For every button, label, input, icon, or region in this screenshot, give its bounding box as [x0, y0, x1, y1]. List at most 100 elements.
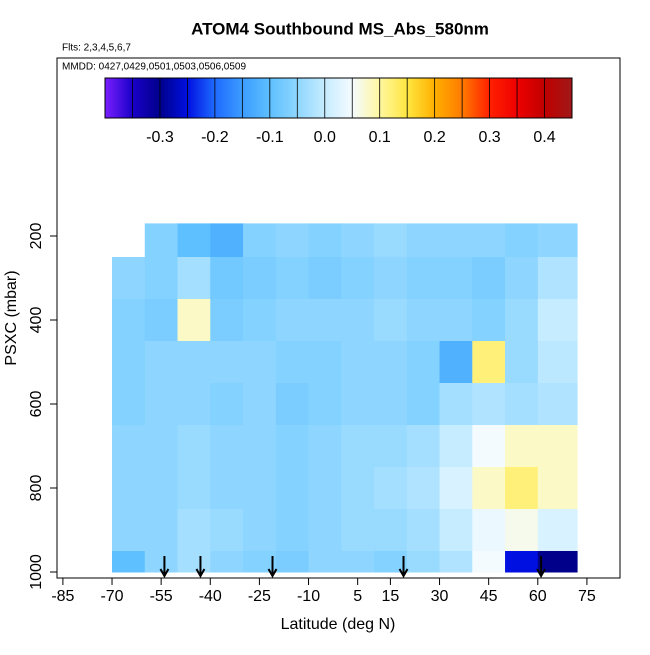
heat-cell — [112, 256, 146, 300]
heat-cell — [537, 424, 578, 468]
y-tick-label: 1000 — [28, 554, 45, 590]
heat-cell — [406, 466, 441, 510]
heat-cell — [505, 256, 539, 300]
heat-cell — [243, 298, 277, 342]
heat-cell — [374, 298, 408, 342]
heat-cell — [144, 382, 179, 426]
arrow — [159, 556, 170, 579]
heat-cell — [243, 382, 277, 426]
colorbar-tick-label: 0.3 — [478, 129, 500, 146]
heat-cell — [112, 508, 146, 552]
heat-cell — [112, 424, 146, 468]
heat-cell — [308, 550, 342, 573]
heat-cell — [112, 298, 146, 342]
heat-cell — [505, 340, 539, 384]
heat-cell — [374, 424, 408, 468]
heat-cell — [537, 223, 578, 258]
heat-cell — [275, 382, 310, 426]
heat-cell — [505, 424, 539, 468]
heat-cell — [374, 223, 408, 258]
heat-cell — [243, 508, 277, 552]
heat-cell — [308, 466, 342, 510]
heat-cell — [177, 298, 211, 342]
heat-cell — [112, 466, 146, 510]
heat-cell — [144, 508, 179, 552]
heat-cell — [505, 223, 539, 258]
heat-cell — [472, 550, 506, 573]
heat-cell — [505, 508, 539, 552]
heat-cell — [374, 340, 408, 384]
heat-cell — [406, 382, 441, 426]
heat-cell — [341, 550, 375, 573]
heat-cell — [406, 508, 441, 552]
x-tick-label: -10 — [297, 588, 320, 605]
heat-cell — [406, 256, 441, 300]
heat-cell — [308, 424, 342, 468]
heat-cell — [406, 223, 441, 258]
heat-cell — [406, 550, 441, 573]
y-tick-label: 600 — [28, 391, 45, 418]
y-tick-label: 400 — [28, 307, 45, 334]
heat-cell — [210, 508, 244, 552]
heat-cell — [439, 340, 473, 384]
heat-cell — [308, 508, 342, 552]
plot-frame — [56, 57, 621, 579]
heat-cell — [406, 424, 441, 468]
y-axis-label: PSXC (mbar) — [3, 270, 20, 365]
heat-cell — [472, 466, 506, 510]
heat-cell — [341, 508, 375, 552]
heat-cell — [472, 424, 506, 468]
heat-cell — [308, 340, 342, 384]
heat-cell — [210, 382, 244, 426]
subtitle: Flts: 2,3,4,5,6,7 — [62, 43, 131, 54]
heat-cell — [275, 298, 310, 342]
heat-cell — [341, 298, 375, 342]
heat-cell — [210, 298, 244, 342]
heat-cell — [243, 340, 277, 384]
heat-cell — [341, 382, 375, 426]
heat-cell — [439, 550, 473, 573]
heat-cell — [177, 340, 211, 384]
arrow — [267, 556, 278, 579]
heat-cell — [505, 466, 539, 510]
colorbar-tick-label: -0.3 — [146, 129, 174, 146]
heat-cell — [275, 256, 310, 300]
heat-cell — [112, 382, 146, 426]
heat-cell — [374, 382, 408, 426]
heatmap — [112, 223, 578, 573]
heat-cell — [505, 298, 539, 342]
arrow — [398, 556, 409, 579]
heat-cell — [275, 340, 310, 384]
heat-cell — [275, 550, 310, 573]
heat-cell — [537, 550, 578, 573]
heat-cell — [308, 256, 342, 300]
heat-cell — [537, 256, 578, 300]
heat-cell — [537, 340, 578, 384]
arrow — [195, 556, 206, 579]
heat-cell — [275, 466, 310, 510]
heat-cell — [472, 340, 506, 384]
x-tick-label: -25 — [248, 588, 271, 605]
heat-cell — [439, 508, 473, 552]
heat-cell — [275, 508, 310, 552]
heat-cell — [374, 256, 408, 300]
heat-cell — [308, 382, 342, 426]
overlay: -85 -70 -55 -40 -25 -10 5 15 30 45 60 75 200 400 600 80… — [28, 57, 621, 605]
heat-cell — [275, 424, 310, 468]
heat-cell — [439, 466, 473, 510]
colorbar-tick-label: -0.2 — [201, 129, 229, 146]
heat-cell — [439, 298, 473, 342]
colorbar-tick-label: 0.2 — [424, 129, 446, 146]
colorbar — [104, 77, 573, 119]
heat-cell — [341, 424, 375, 468]
heat-cell — [177, 382, 211, 426]
heat-cell — [210, 466, 244, 510]
heat-cell — [144, 223, 179, 258]
heat-cell — [537, 382, 578, 426]
heat-cell — [374, 508, 408, 552]
heat-cell — [144, 466, 179, 510]
heat-cell — [439, 256, 473, 300]
x-tick-label: -40 — [199, 588, 222, 605]
heat-cell — [177, 424, 211, 468]
